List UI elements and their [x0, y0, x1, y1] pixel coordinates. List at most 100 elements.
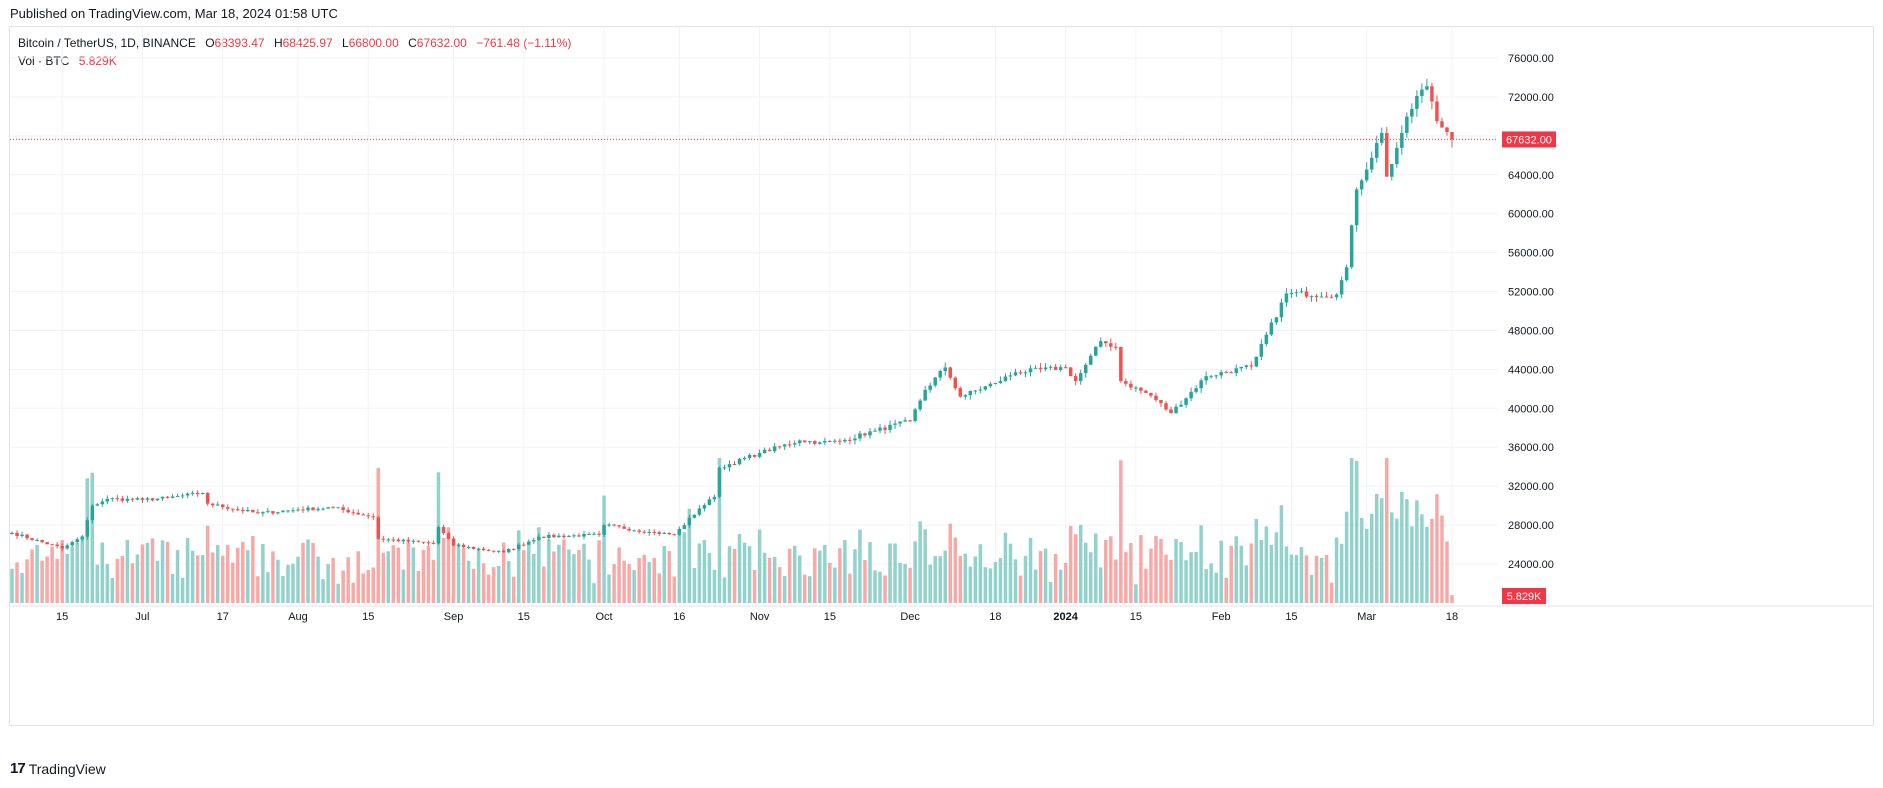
volume-bar [622, 560, 626, 603]
volume-bar [1249, 543, 1254, 603]
volume-bar [657, 573, 662, 603]
volume-bar [747, 546, 752, 603]
candle-body [431, 543, 436, 545]
candle-body [1134, 387, 1138, 389]
time-tick-label: Jul [135, 611, 149, 623]
volume-bar [1354, 460, 1359, 603]
high-label: H [273, 36, 283, 50]
volume-bar [547, 539, 551, 603]
candle-body [863, 433, 867, 436]
candle-body [1289, 292, 1294, 294]
candle-body [1239, 366, 1244, 369]
candle-body [908, 420, 912, 422]
volume-bar [511, 576, 516, 603]
candle-body [341, 507, 345, 510]
candle-body [848, 439, 852, 441]
volume-bar [1339, 543, 1344, 603]
volume-bar [1119, 460, 1123, 603]
volume-bar [1043, 548, 1048, 603]
candle-body [180, 495, 185, 497]
candle-body [1094, 346, 1098, 356]
volume-bar [762, 552, 767, 603]
candle-body [742, 457, 747, 459]
volume-bar [361, 573, 365, 603]
volume-bar [306, 539, 310, 603]
candle-body [75, 539, 79, 543]
time-tick-label: Feb [1212, 611, 1231, 623]
volume-bar [140, 544, 145, 603]
volume-bar [878, 571, 882, 603]
candle-body [311, 507, 315, 511]
candle-body [215, 504, 220, 506]
footer-brand[interactable]: 17 TradingView [10, 760, 106, 777]
volume-bar [948, 523, 953, 603]
volume-bar [792, 545, 797, 603]
candle-body [988, 383, 993, 387]
volume-bar [20, 572, 24, 603]
candle-body [597, 533, 601, 535]
volume-bar [1219, 540, 1223, 603]
candle-body [532, 540, 536, 542]
volume-bar [1189, 552, 1193, 603]
price-tick-label: 72000.00 [1508, 92, 1554, 104]
volume-bar [1184, 560, 1188, 603]
volume-bar [1003, 532, 1008, 603]
candle-body [813, 441, 817, 444]
volume-bar [411, 547, 416, 603]
volume-bar [1405, 499, 1409, 603]
volume-bar [843, 540, 847, 603]
volume-bar [1144, 568, 1148, 603]
candle-body [737, 458, 742, 465]
volume-bar [742, 542, 747, 603]
candle-body [426, 542, 431, 544]
candle-body [1154, 395, 1158, 401]
candle-body [85, 520, 90, 537]
candle-body [572, 535, 576, 537]
volume-bar [963, 553, 968, 603]
candle-body [808, 441, 812, 443]
candle-body [567, 535, 571, 538]
candle-body [858, 433, 862, 439]
candle-body [717, 467, 722, 497]
candle-body [1144, 390, 1148, 393]
volume-bar [301, 542, 305, 603]
candle-body [562, 535, 566, 538]
volume-bar [757, 529, 762, 603]
volume-bar [1159, 538, 1163, 603]
candle-body [1119, 347, 1123, 382]
candle-body [1159, 400, 1163, 404]
candle-body [1339, 280, 1344, 295]
volume-bar [40, 560, 44, 603]
candle-body [953, 377, 958, 389]
candle-body [707, 499, 712, 506]
candle-body [316, 508, 320, 511]
volume-bar [938, 556, 942, 603]
volume-bar [782, 575, 787, 603]
candle-body [281, 510, 285, 513]
volume-bar [1013, 559, 1018, 603]
volume-bar [120, 555, 125, 603]
volume-bar [1234, 536, 1239, 603]
candle-body [1088, 355, 1093, 365]
close-label: C [408, 36, 417, 50]
candle-body [406, 539, 411, 542]
volume-bar [205, 525, 210, 603]
candle-body [903, 420, 907, 422]
volume-bar [552, 551, 556, 603]
candle-body [823, 440, 827, 443]
candle-body [682, 525, 687, 529]
candle-body [220, 504, 225, 508]
volume-bar [562, 539, 566, 603]
candle-body [306, 507, 310, 511]
volume-bar [1319, 557, 1324, 603]
volume-bar [311, 542, 315, 603]
volume-bar [1114, 559, 1118, 603]
candle-body [702, 505, 707, 509]
volume-bar [185, 537, 190, 603]
volume-bar [175, 550, 180, 603]
candle-body [1279, 302, 1284, 318]
volume-bar [1033, 569, 1038, 603]
volume-bar [1385, 458, 1389, 603]
candle-body [1254, 356, 1259, 367]
